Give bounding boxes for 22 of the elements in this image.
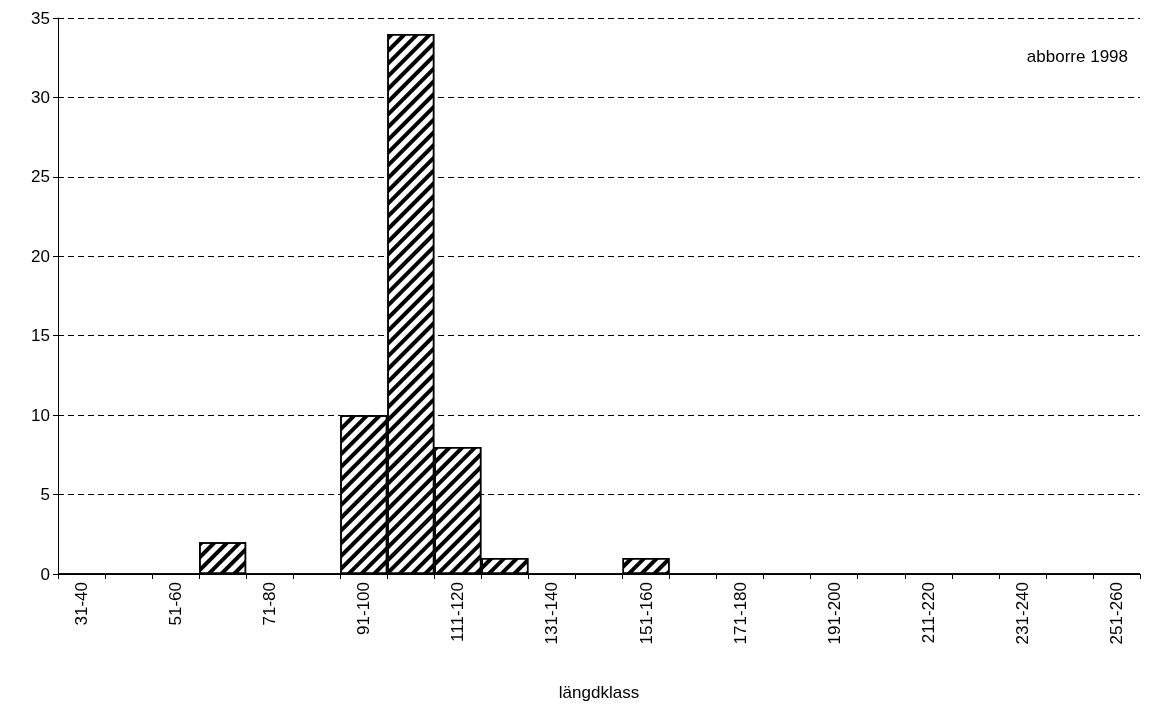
x-tick-label: 171-180: [730, 582, 750, 645]
y-tick-label: 10: [31, 405, 50, 425]
y-tick-label: 0: [40, 564, 50, 584]
y-tick-label: 20: [31, 246, 50, 266]
y-tick-label: 35: [31, 8, 50, 28]
x-tick-label: 231-240: [1012, 582, 1032, 645]
x-tick-label: 51-60: [166, 582, 186, 626]
y-tick-label: 5: [40, 485, 50, 505]
x-axis-title: längdklass: [558, 683, 640, 702]
x-tick-label: 151-160: [636, 582, 656, 645]
x-tick-label: 211-220: [918, 582, 938, 644]
x-tick-label: 91-100: [354, 582, 374, 635]
x-tick-label: 251-260: [1106, 582, 1126, 645]
y-tick-label: 25: [31, 167, 50, 187]
y-tick-label: 30: [31, 87, 50, 107]
annotation: abborre 1998: [1026, 47, 1128, 66]
x-tick-label: 71-80: [260, 582, 280, 626]
x-tick-label: 131-140: [542, 582, 562, 645]
x-tick-label: 111-120: [448, 582, 468, 642]
x-tick-label: 191-200: [824, 582, 844, 645]
x-tick-label: 31-40: [72, 582, 92, 626]
y-tick-label: 15: [31, 326, 50, 346]
